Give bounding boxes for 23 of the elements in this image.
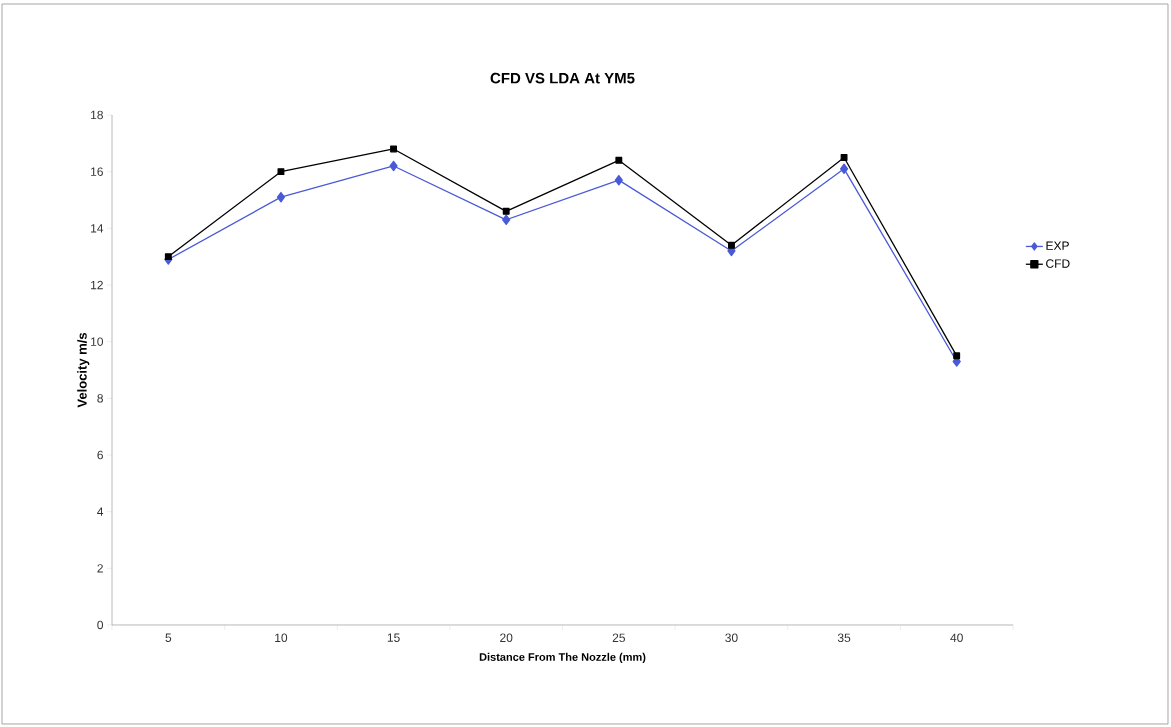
y-axis-title: Velocity m/s <box>77 332 90 408</box>
y-tick-label: 10 <box>91 337 104 346</box>
x-tick-label: 30 <box>725 633 738 643</box>
x-tick-label: 40 <box>950 633 963 643</box>
chart-title: CFD VS LDA At YM5 <box>490 72 635 84</box>
x-tick-label: 5 <box>165 633 172 642</box>
x-tick-label: 20 <box>500 633 513 643</box>
x-tick-label: 15 <box>387 633 400 642</box>
y-tick-label: 18 <box>91 110 103 120</box>
legend-label: CFD <box>1046 259 1070 268</box>
y-tick-label: 16 <box>91 167 103 176</box>
y-tick-label: 4 <box>97 507 104 516</box>
y-tick-label: 0 <box>97 620 104 630</box>
y-tick-label: 2 <box>97 564 103 573</box>
x-tick-label: 35 <box>837 633 851 643</box>
y-tick-label: 14 <box>91 224 104 233</box>
y-tick-label: 6 <box>97 450 103 460</box>
x-tick-label: 25 <box>612 633 625 643</box>
legend-label: EXP <box>1046 241 1069 250</box>
y-tick-label: 12 <box>91 280 103 290</box>
y-tick-label: 8 <box>97 394 103 403</box>
x-axis-title: Distance From The Nozzle (mm) <box>479 652 646 664</box>
x-tick-label: 10 <box>275 633 288 643</box>
